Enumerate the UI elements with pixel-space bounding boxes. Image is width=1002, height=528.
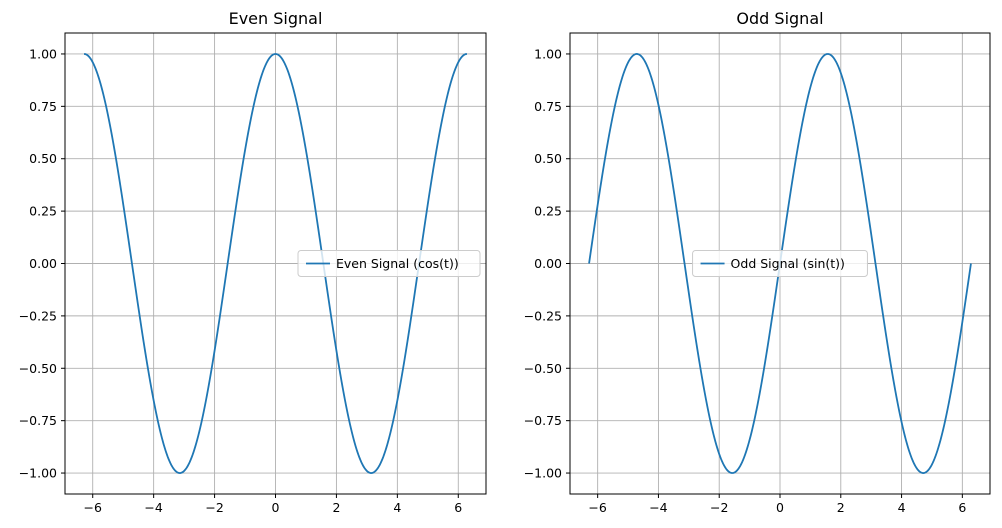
y-tick-label: 0.25 [534,204,562,219]
x-tick-label: 6 [958,500,966,515]
even-signal-subplot: Even Signal −6 −4 −2 0 2 4 6 −1.00 −0.75 −0.50 −0.… [19,9,487,515]
legend-label: Even Signal (cos(t)) [336,256,459,271]
x-tick-label: −6 [84,500,102,515]
y-tick-label: 0.75 [29,99,57,114]
series-line [83,53,468,474]
y-tick-label: 0.25 [29,204,57,219]
x-tick-label: −4 [144,500,162,515]
x-tick-label: −2 [710,500,728,515]
legend-box [692,250,868,277]
y-tick-label: 0.50 [534,151,562,166]
y-tick-label: 0.75 [534,99,562,114]
legend: Odd Signal (sin(t)) [692,250,868,277]
y-tick-label: −0.25 [19,308,57,323]
legend-label: Odd Signal (sin(t)) [731,256,845,271]
x-tick-label: −4 [649,500,667,515]
y-tick-label: −1.00 [524,466,562,481]
x-tick-label: −2 [205,500,223,515]
x-tick-label: 6 [454,500,462,515]
x-tick-label: 2 [332,500,340,515]
x-tick-label: 4 [898,500,906,515]
odd-signal-subplot: Odd Signal −6 −4 −2 0 2 4 6 −1.00 −0.75 −0.50 −0.2… [524,9,991,515]
x-tick-label: 0 [272,500,280,515]
y-tick-label: 1.00 [29,46,57,61]
y-tick-label: −0.25 [524,308,562,323]
x-tick-label: 4 [393,500,401,515]
chart-title: Even Signal [229,9,323,28]
y-tick-label: 1.00 [534,46,562,61]
legend-box [297,250,481,277]
y-tick-label: −1.00 [19,466,57,481]
y-tick-label: 0.00 [29,256,57,271]
y-tick-label: 0.50 [29,151,57,166]
y-tick-label: 0.00 [534,256,562,271]
x-tick-label: 0 [776,500,784,515]
x-tick-label: −6 [588,500,606,515]
y-tick-label: −0.75 [524,413,562,428]
legend: Even Signal (cos(t)) [297,250,481,277]
chart-title: Odd Signal [736,9,823,28]
y-tick-label: −0.50 [19,361,57,376]
y-tick-label: −0.75 [19,413,57,428]
y-tick-label: −0.50 [524,361,562,376]
x-tick-label: 2 [837,500,845,515]
